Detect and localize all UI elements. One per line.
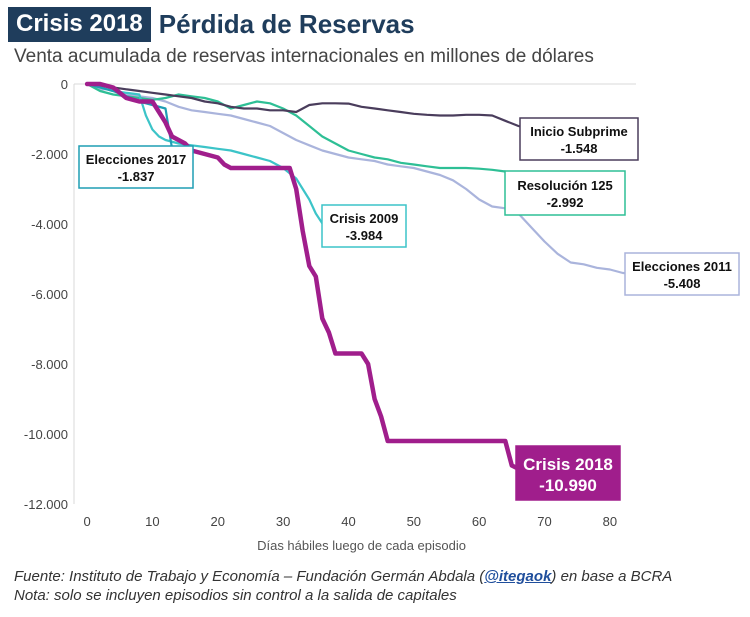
callout-name-1: Resolución 125 (517, 178, 612, 193)
x-tick-label-0: 0 (83, 514, 90, 529)
page-title: Pérdida de Reservas (158, 9, 415, 39)
y-tick-label-5: -10.000 (24, 427, 68, 442)
callout-box-2 (624, 252, 740, 296)
callout-box-0 (519, 117, 639, 161)
x-tick-label-4: 40 (341, 514, 355, 529)
y-tick-label-1: -2.000 (31, 147, 68, 162)
callout-0: Inicio Subprime -1.548 (519, 117, 639, 161)
chart-subtitle: Venta acumulada de reservas internaciona… (14, 46, 594, 67)
series-line-2 (86, 82, 559, 140)
x-tick-label-6: 60 (472, 514, 486, 529)
callout-2: Elecciones 2011 -5.408 (624, 252, 740, 296)
callout-value-0: -1.548 (561, 141, 598, 156)
callout-box-5 (515, 445, 621, 501)
x-tick-label-7: 70 (537, 514, 551, 529)
series-line-1 (86, 82, 513, 190)
source-handle-link[interactable]: @itegaok (484, 568, 552, 585)
callout-box-1 (504, 170, 626, 216)
callout-name-4: Elecciones 2017 (86, 152, 186, 167)
callout-value-3: -3.984 (346, 228, 384, 243)
callout-value-1: -2.992 (547, 195, 584, 210)
series-line-0 (86, 82, 631, 275)
callout-value-2: -5.408 (664, 276, 701, 291)
callout-box-3 (321, 204, 407, 248)
callout-value-5: -10.990 (539, 476, 597, 495)
y-tick-label-2: -4.000 (31, 217, 68, 232)
x-axis-label: Días hábiles luego de cada episodio (257, 538, 466, 553)
x-tick-label-3: 30 (276, 514, 290, 529)
y-tick-label-0: 0 (61, 77, 68, 92)
callout-1: Resolución 125 -2.992 (504, 170, 626, 216)
x-tick-label-1: 10 (145, 514, 159, 529)
x-tick-label-2: 20 (211, 514, 225, 529)
title-badge: Crisis 2018 (8, 6, 151, 42)
callout-3: Crisis 2009 -3.984 (321, 204, 407, 248)
reserves-line-chart: 0 -2.000 -4.000 -6.000 -8.000 -10.000 -12.000 0… (24, 77, 740, 553)
source-line: Fuente: Instituto de Trabajo y Economía … (14, 567, 672, 586)
callout-box-4 (78, 145, 194, 189)
note-line: Nota: solo se incluyen episodios sin con… (14, 587, 457, 604)
title-row: Crisis 2018 Pérdida de Reservas (8, 6, 415, 42)
y-tick-label-4: -8.000 (31, 357, 68, 372)
callout-name-5: Crisis 2018 (523, 455, 613, 474)
series-line-5 (84, 81, 521, 471)
source-suffix: ) en base a BCRA (551, 568, 673, 585)
callout-5: Crisis 2018 -10.990 (515, 445, 621, 501)
callout-4: Elecciones 2017 -1.837 (78, 145, 194, 189)
source-prefix: Fuente: Instituto de Trabajo y Economía … (14, 568, 485, 585)
callout-name-3: Crisis 2009 (330, 211, 399, 226)
x-tick-label-5: 50 (407, 514, 421, 529)
x-tick-label-8: 80 (603, 514, 617, 529)
callout-value-4: -1.837 (118, 169, 155, 184)
source-block: Fuente: Instituto de Trabajo y Economía … (14, 567, 672, 605)
callout-name-0: Inicio Subprime (530, 124, 628, 139)
y-tick-label-3: -6.000 (31, 287, 68, 302)
y-tick-label-6: -12.000 (24, 497, 68, 512)
callout-name-2: Elecciones 2011 (632, 259, 732, 274)
